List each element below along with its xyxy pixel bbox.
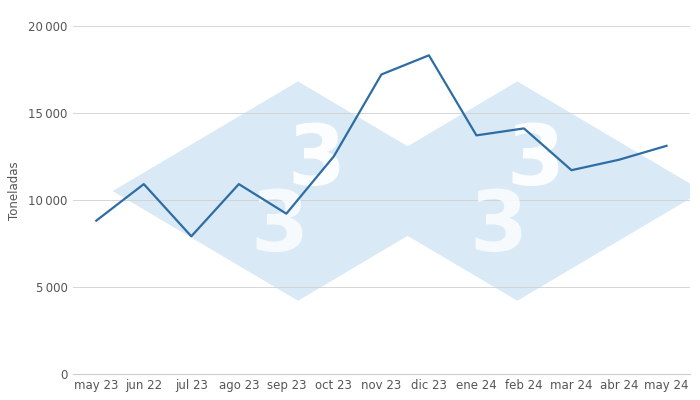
Polygon shape — [113, 82, 483, 301]
Text: 3: 3 — [470, 187, 528, 268]
Polygon shape — [332, 82, 700, 301]
Text: 3: 3 — [288, 121, 346, 202]
Text: 3: 3 — [507, 121, 565, 202]
Y-axis label: Toneladas: Toneladas — [8, 162, 21, 220]
Text: 3: 3 — [251, 187, 309, 268]
